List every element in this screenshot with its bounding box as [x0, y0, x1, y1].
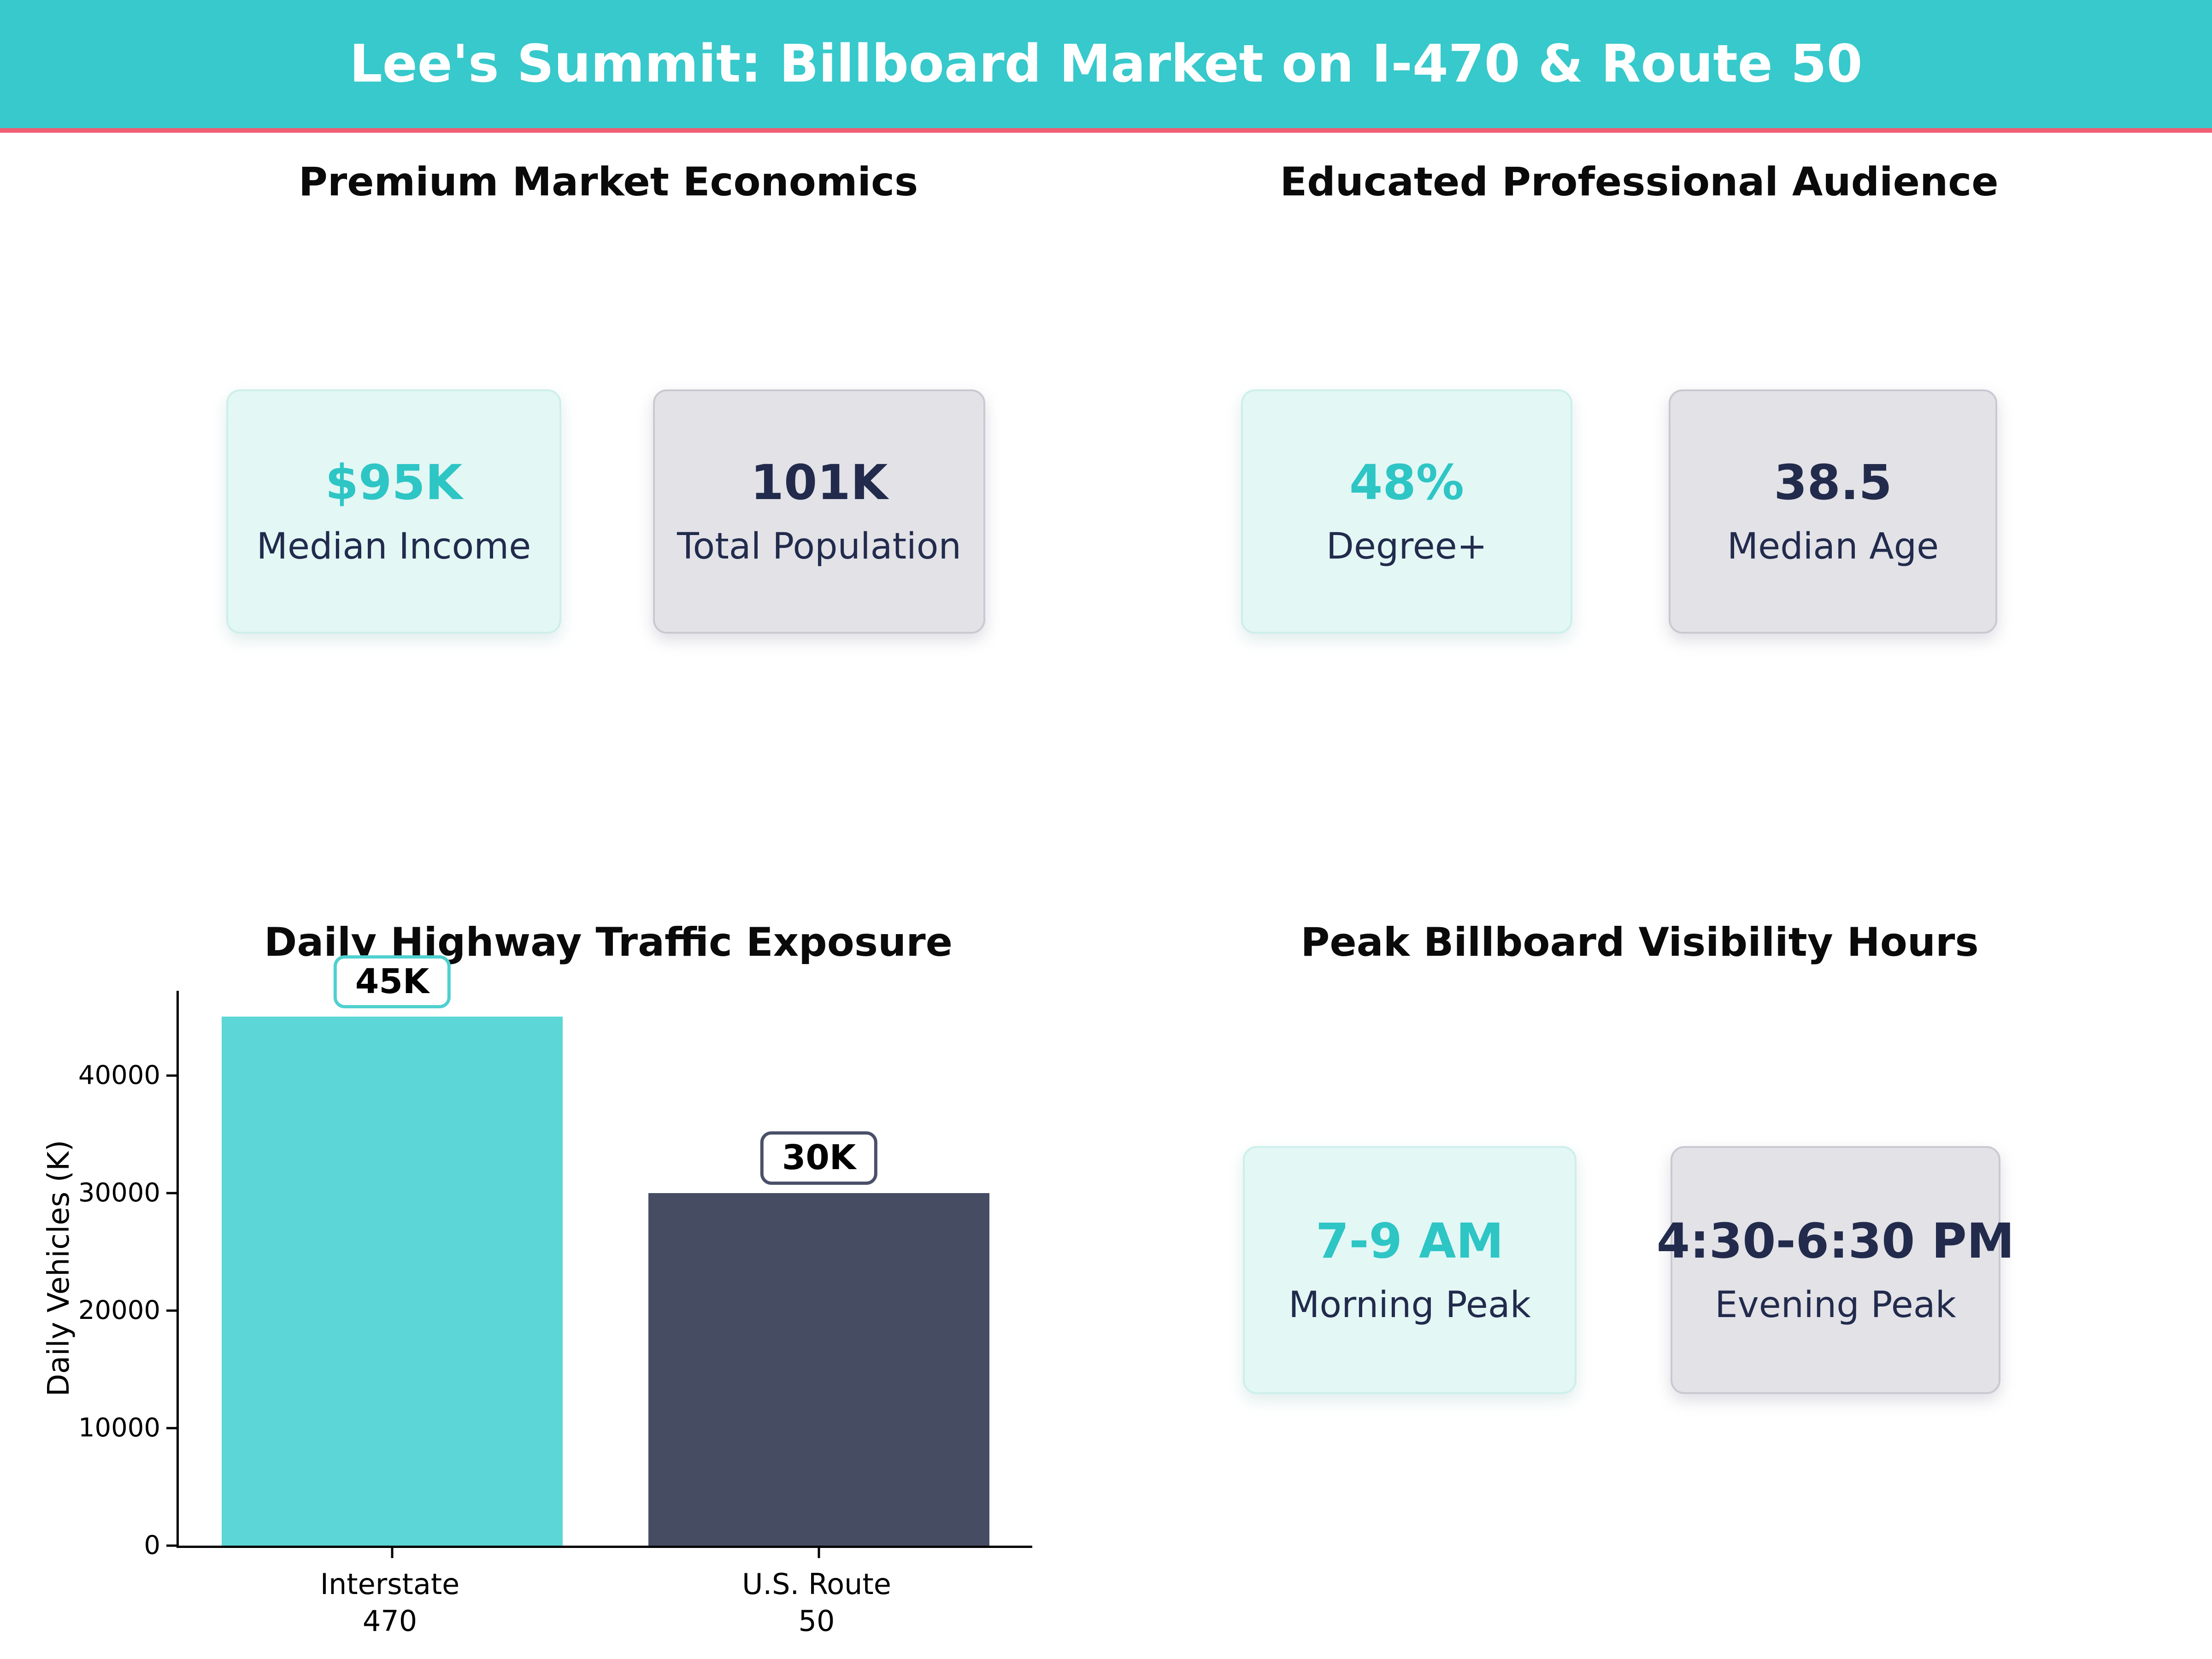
y-tick-label: 10000 [78, 1412, 160, 1443]
stat-card-morning-peak: 7-9 AM Morning Peak [1243, 1146, 1577, 1394]
section-title-peak-billboard-visibility-hours: Peak Billboard Visibility Hours [1300, 919, 1979, 965]
stat-label-evening-peak: Evening Peak [1715, 1284, 1956, 1326]
stat-card-median-income: $95K Median Income [226, 389, 561, 634]
bar-chart-plot-area: 45K 30K [166, 955, 1032, 1558]
x-tick-label: Interstate 470 [320, 1567, 460, 1638]
section-title-educated-professional-audience: Educated Professional Audience [1280, 159, 1999, 205]
stat-label-total-population: Total Population [677, 526, 961, 567]
y-tick-label: 30000 [78, 1177, 160, 1208]
bar-value-label-30k: 30K [760, 1131, 878, 1185]
y-tick-mark [166, 1192, 176, 1194]
bar-value-text-30k: 30K [782, 1138, 856, 1178]
y-tick-label: 40000 [78, 1060, 160, 1090]
stat-value-degree-plus: 48% [1349, 454, 1464, 511]
y-tick-mark [166, 1544, 176, 1547]
stat-label-morning-peak: Morning Peak [1288, 1284, 1531, 1326]
bar-us-route-50 [648, 1193, 990, 1546]
section-title-premium-market-economics: Premium Market Economics [298, 159, 918, 205]
stat-value-evening-peak: 4:30-6:30 PM [1656, 1213, 2015, 1269]
y-axis-tick-labels: 0 10000 20000 30000 40000 [0, 991, 160, 1558]
page-title: Lee's Summit: Billboard Market on I-470 … [349, 34, 1863, 94]
bar-interstate-470 [221, 1017, 563, 1546]
x-tick-label: U.S. Route 50 [742, 1567, 891, 1638]
stat-value-total-population: 101K [750, 454, 888, 511]
header-banner: Lee's Summit: Billboard Market on I-470 … [0, 0, 2212, 133]
stat-value-morning-peak: 7-9 AM [1315, 1213, 1504, 1269]
bar-value-label-45k: 45K [333, 955, 451, 1009]
y-tick-label: 0 [144, 1530, 160, 1560]
stat-value-median-income: $95K [325, 454, 463, 511]
x-axis-tick-labels: Interstate 470 U.S. Route 50 [176, 1566, 1030, 1659]
bar-value-text-45k: 45K [355, 961, 429, 1001]
stat-label-degree-plus: Degree+ [1326, 526, 1488, 567]
stat-card-total-population: 101K Total Population [653, 389, 985, 634]
x-tick-mark [391, 1548, 394, 1558]
x-tick-mark [818, 1548, 820, 1558]
stat-card-evening-peak: 4:30-6:30 PM Evening Peak [1657, 1146, 2014, 1394]
y-tick-mark [166, 1309, 176, 1312]
y-tick-label: 20000 [78, 1295, 160, 1325]
y-tick-mark [166, 1427, 176, 1430]
stat-value-median-age: 38.5 [1774, 454, 1892, 511]
stat-label-median-age: Median Age [1727, 526, 1939, 567]
stat-label-median-income: Median Income [256, 526, 531, 567]
stat-card-median-age: 38.5 Median Age [1669, 389, 1997, 634]
stat-card-degree-plus: 48% Degree+ [1241, 389, 1572, 634]
y-tick-mark [166, 1074, 176, 1077]
